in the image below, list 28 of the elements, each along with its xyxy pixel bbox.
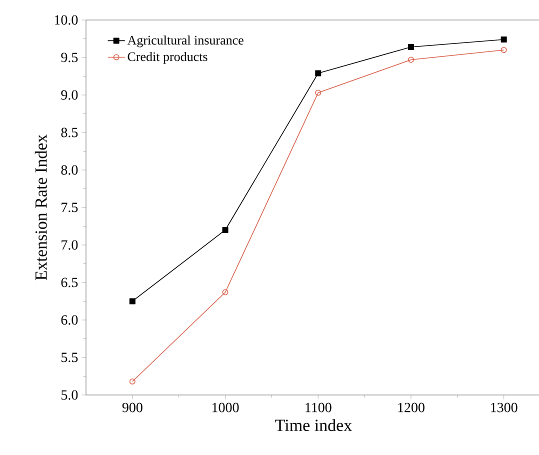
point [408, 44, 414, 50]
point [315, 90, 322, 96]
point [129, 298, 136, 304]
y-tick-label: 5.0 [62, 390, 78, 400]
point [222, 226, 228, 233]
point [315, 70, 322, 76]
point [222, 289, 228, 296]
x-tick-label: 1200 [398, 402, 424, 412]
y-tick-label: 10.0 [54, 15, 78, 25]
y-tick-label: 6.0 [61, 315, 78, 325]
y-tick-label: 6.5 [61, 278, 78, 288]
x-axis-title: Time index [275, 419, 352, 432]
y-tick-label: 9.5 [61, 52, 78, 62]
legend-label: Agricultural insurance [127, 35, 244, 48]
y-tick-label: 8.0 [61, 165, 78, 175]
x-tick-label: 900 [122, 402, 142, 412]
y-axis-title: Extension Rate Index [34, 134, 47, 280]
y-tick-label: 7.0 [62, 240, 78, 250]
x-tick-label: 1000 [212, 402, 239, 412]
x-tick-label: 1300 [491, 402, 518, 412]
legend-label: Credit products [128, 52, 208, 64]
y-tick-label: 5.5 [62, 352, 78, 362]
point [500, 36, 507, 42]
point [408, 56, 414, 63]
y-tick-label: 7.5 [62, 202, 78, 212]
y-tick-label: 8.5 [61, 128, 78, 138]
y-tick-label: 9.0 [61, 90, 78, 100]
x-tick-label: 1100 [306, 402, 332, 412]
